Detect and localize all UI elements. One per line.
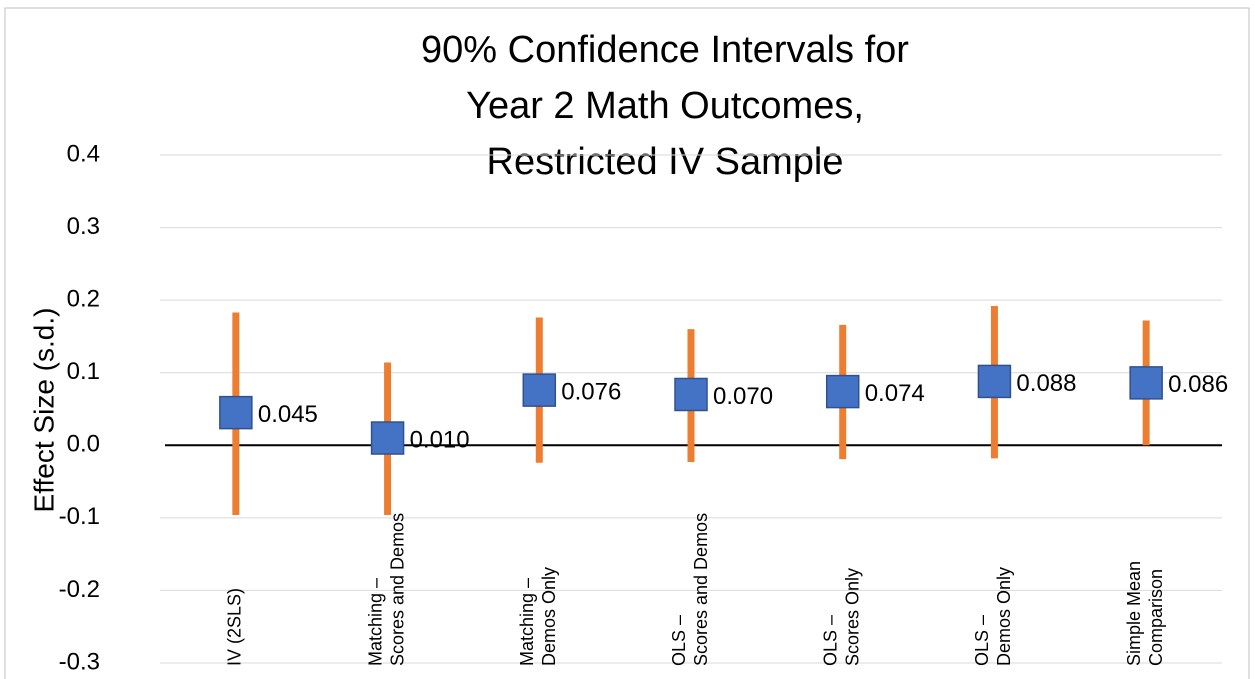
x-tick-label-line: Simple Mean (1124, 561, 1144, 666)
data-label: 0.076 (561, 378, 621, 405)
y-tick-label: 0.2 (67, 285, 100, 312)
y-tick-label: 0.3 (67, 213, 100, 240)
x-tick-label-line: OLS – (820, 615, 840, 666)
y-tick-label: -0.2 (59, 576, 100, 603)
x-tick-label-line: Matching – (517, 578, 537, 666)
x-tick-label-line: Demos Only (994, 567, 1014, 666)
x-tick-label: IV (2SLS) (225, 588, 245, 666)
y-tick-label: -0.1 (59, 503, 100, 530)
chart-title: 90% Confidence Intervals for (421, 29, 909, 71)
point-estimate (370, 421, 405, 455)
point-estimate (1129, 366, 1163, 400)
point-estimate (674, 377, 708, 412)
x-tick-label: Simple Mean Comparison (1124, 561, 1166, 666)
x-tick-label-line: Scores Only (842, 568, 862, 666)
chart-title: Restricted IV Sample (487, 141, 844, 183)
x-tick-label: Matching – Scores and Demos (365, 513, 407, 666)
x-tick-label-line: IV (2SLS) (225, 588, 245, 666)
x-tick-label-line: OLS – (972, 615, 992, 666)
y-tick-label: 0.4 (67, 140, 100, 167)
point-estimate (522, 373, 557, 407)
y-tick-label: -0.3 (59, 648, 100, 675)
x-tick-label-line: OLS – (669, 615, 689, 666)
data-label: 0.045 (258, 401, 318, 428)
x-tick-label-line: Matching – (365, 578, 385, 666)
data-label: 0.074 (865, 380, 925, 407)
y-axis-title: Effect Size (s.d.) (28, 308, 59, 513)
data-label: 0.086 (1168, 371, 1228, 398)
x-tick-label: OLS – Demos Only (972, 567, 1014, 666)
y-tick-label: 0.0 (67, 431, 100, 458)
y-tick-label: 0.1 (67, 358, 100, 385)
point-estimate (219, 395, 253, 430)
chart-title: Year 2 Math Outcomes, (466, 85, 864, 127)
x-tick-label: Matching – Demos Only (517, 567, 559, 666)
x-tick-label-line: Demos Only (539, 567, 559, 666)
x-tick-label: OLS – Scores Only (820, 568, 862, 666)
point-estimate (825, 374, 860, 409)
data-label: 0.088 (1016, 370, 1076, 397)
point-estimate (977, 364, 1012, 399)
x-tick-label-line: Comparison (1146, 569, 1166, 666)
data-label: 0.070 (713, 383, 773, 410)
data-label: 0.010 (410, 426, 470, 453)
x-tick-label-line: Scores and Demos (387, 513, 407, 666)
x-tick-label: OLS – Scores and Demos (669, 513, 711, 666)
chart-frame (4, 7, 1250, 679)
x-tick-label-line: Scores and Demos (691, 513, 711, 666)
